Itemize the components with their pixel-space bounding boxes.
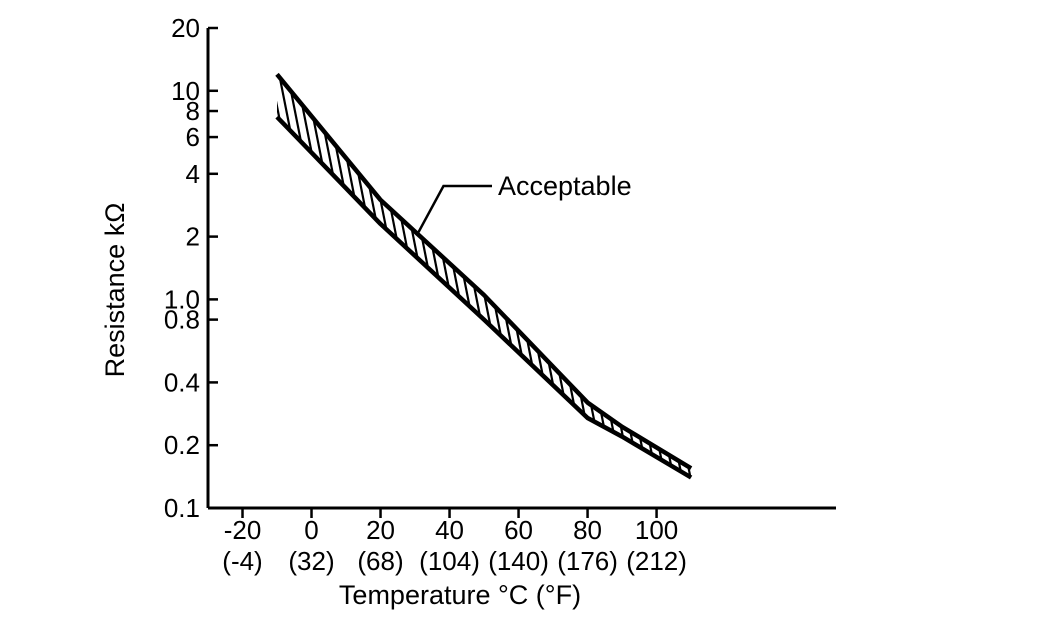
hatch-line	[396, 74, 494, 478]
hatch-line	[823, 28, 918, 508]
hatch-line	[695, 28, 790, 508]
hatch-line	[789, 28, 884, 508]
hatch-line	[277, 74, 375, 478]
hatch-line	[755, 28, 850, 508]
hatch-line	[387, 74, 486, 478]
hatch-line	[532, 74, 630, 478]
hatch-line	[642, 74, 692, 478]
hatch-line	[472, 74, 571, 478]
x-tick-sublabel: (104)	[419, 546, 480, 576]
hatch-line	[814, 28, 909, 508]
y-tick-label: 8	[186, 96, 200, 126]
y-tick-label: 0.1	[164, 493, 200, 523]
y-tick-label: 2	[186, 222, 200, 252]
y-axis-label: Resistance kΩ	[100, 203, 130, 378]
hatch-line	[806, 28, 901, 508]
y-tick-label: 4	[186, 159, 200, 189]
x-tick-label: 80	[573, 515, 602, 545]
hatch-line	[277, 74, 324, 478]
annotation-leader-line	[417, 184, 492, 233]
x-axis-label: Temperature °C (°F)	[339, 580, 581, 610]
hatch-line	[277, 74, 358, 478]
hatch-line	[874, 28, 969, 508]
hatch-line	[738, 28, 833, 508]
hatch-line	[634, 74, 692, 478]
x-tick-label: 0	[304, 515, 318, 545]
x-ticks: -20(-4) 0(32) 20(68) 40(104) 60(140) 80(176) 1…	[222, 508, 687, 576]
x-tick-label: 100	[635, 515, 678, 545]
hatch-line	[481, 74, 579, 478]
hatch-line	[857, 28, 952, 508]
hatch-line	[285, 74, 384, 478]
band-hatching	[277, 28, 969, 508]
y-tick-label: 6	[186, 122, 200, 152]
hatch-line	[311, 74, 409, 478]
y-tick-label: 0.8	[164, 305, 200, 335]
hatch-line	[729, 28, 824, 508]
hatch-line	[336, 74, 435, 478]
x-tick-label: -20	[224, 515, 262, 545]
hatch-line	[319, 74, 418, 478]
hatch-line	[566, 74, 664, 478]
hatch-line	[523, 74, 622, 478]
hatch-line	[865, 28, 960, 508]
hatch-line	[328, 74, 426, 478]
y-tick-label: 1.0	[164, 284, 200, 314]
hatch-line	[302, 74, 401, 478]
acceptable-band	[275, 28, 969, 508]
hatch-line	[746, 28, 841, 508]
hatch-line	[797, 28, 892, 508]
hatch-line	[498, 74, 596, 478]
hatch-line	[668, 74, 692, 478]
hatch-line	[455, 74, 554, 478]
hatch-line	[489, 74, 588, 478]
hatch-line	[447, 74, 545, 478]
hatch-line	[506, 74, 605, 478]
y-tick-label: 10	[171, 76, 200, 106]
y-tick-label: 0.4	[164, 367, 200, 397]
hatch-line	[831, 28, 926, 508]
hatch-line	[848, 28, 943, 508]
hatch-line	[763, 28, 858, 508]
hatch-line	[277, 74, 307, 478]
x-tick-label: 20	[366, 515, 395, 545]
annotations: Acceptable	[417, 171, 632, 233]
hatch-line	[515, 74, 613, 478]
x-tick-label: 40	[435, 515, 464, 545]
hatch-line	[704, 28, 799, 508]
hatch-line	[772, 28, 867, 508]
axes	[206, 28, 836, 510]
hatch-line	[651, 74, 692, 478]
x-tick-sublabel: (140)	[488, 546, 549, 576]
hatch-line	[549, 74, 647, 478]
hatch-line	[676, 74, 692, 478]
hatch-line	[617, 74, 692, 478]
x-tick-sublabel: (68)	[357, 546, 403, 576]
hatch-line	[464, 74, 562, 478]
x-tick-sublabel: (-4)	[222, 546, 262, 576]
x-tick-sublabel: (32)	[288, 546, 334, 576]
hatch-line	[685, 74, 692, 478]
x-tick-label: 60	[504, 515, 533, 545]
upper-limit-line	[275, 72, 693, 471]
hatch-line	[840, 28, 935, 508]
y-tick-label: 20	[171, 13, 200, 43]
hatch-line	[294, 74, 392, 478]
annotation-label: Acceptable	[498, 171, 632, 201]
y-tick-label: 0.2	[164, 430, 200, 460]
hatch-line	[277, 74, 367, 478]
hatch-line	[712, 28, 807, 508]
x-tick-sublabel: (176)	[557, 546, 618, 576]
hatch-line	[659, 74, 692, 478]
hatch-line	[780, 28, 875, 508]
hatch-line	[600, 74, 692, 478]
hatch-line	[721, 28, 816, 508]
hatch-line	[277, 74, 299, 478]
lower-limit-line	[275, 115, 693, 480]
x-tick-sublabel: (212)	[626, 546, 687, 576]
